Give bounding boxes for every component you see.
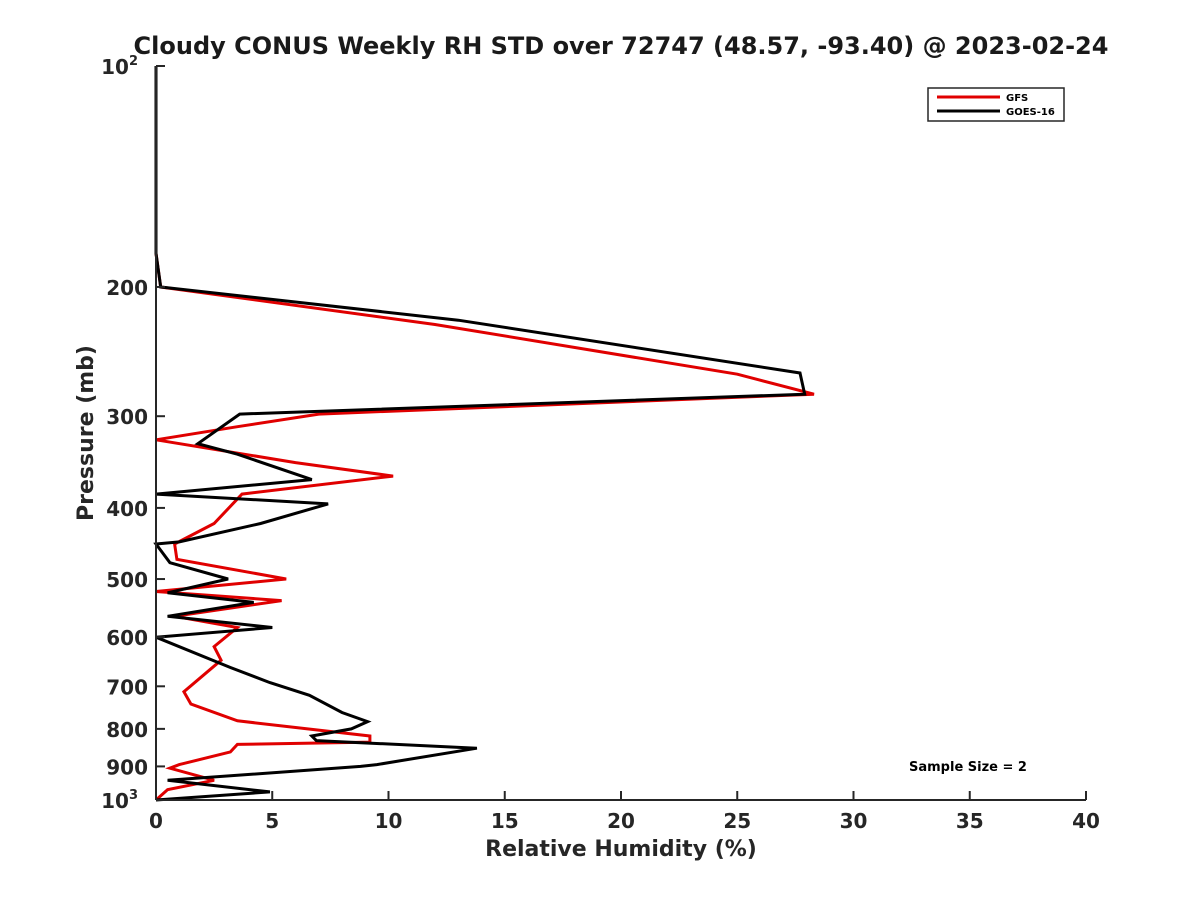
x-tick-label: 10 [375,809,403,833]
y-tick-label: 900 [106,755,148,779]
legend-box [927,87,1065,122]
y-tick-label: 300 [106,405,148,429]
y-tick-label: 103 [101,788,138,813]
y-tick-label: 700 [106,675,148,699]
x-tick-label: 20 [607,809,635,833]
x-tick-label: 15 [491,809,519,833]
x-tick-label: 30 [840,809,868,833]
x-axis-label: Relative Humidity (%) [485,837,757,862]
y-tick-label: 102 [101,54,138,79]
y-tick-exponent: 3 [129,788,138,803]
x-tick-label: 25 [723,809,751,833]
series-layer [153,66,815,802]
legend-label-goes16: GOES-16 [1006,107,1055,118]
sample-size-annotation: Sample Size = 2 [909,760,1027,775]
x-tick-label: 5 [265,809,279,833]
chart-title: Cloudy CONUS Weekly RH STD over 72747 (4… [134,32,1109,60]
x-tick-label: 35 [956,809,984,833]
y-tick-label: 600 [106,626,148,650]
y-tick-label: 400 [106,497,148,521]
y-axis-ticks: 102 200 300 400 500 600 700 800 900 103 [101,54,165,813]
y-tick-label: 500 [106,568,148,592]
x-axis-ticks: 0 5 10 15 20 25 30 35 40 [149,791,1100,833]
x-tick-label: 0 [149,809,163,833]
y-tick-label: 800 [106,718,148,742]
x-tick-label: 40 [1072,809,1100,833]
series-line-goes16 [153,66,807,802]
y-tick-label: 200 [106,276,148,300]
series-line-gfs [154,66,815,802]
legend: GFS GOES-16 [927,87,1065,122]
y-axis-label: Pressure (mb) [74,345,99,521]
legend-label-gfs: GFS [1006,93,1028,104]
y-tick-exponent: 2 [129,54,138,69]
